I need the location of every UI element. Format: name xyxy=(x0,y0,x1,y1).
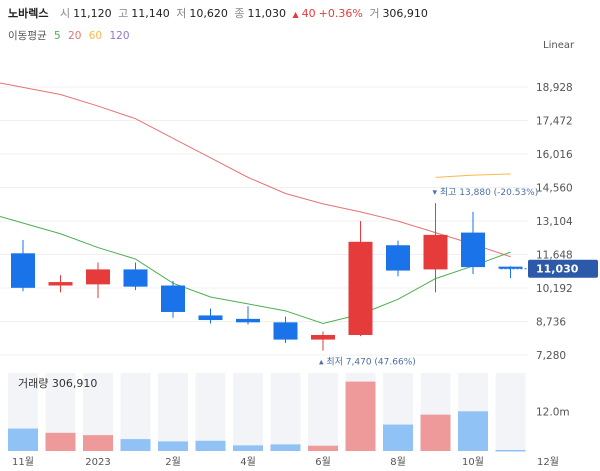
candle-body xyxy=(348,241,373,335)
x-tick-label: 10월 xyxy=(462,456,484,468)
candle-body xyxy=(498,266,523,269)
volume-bar xyxy=(458,411,488,451)
candle-body xyxy=(123,269,148,287)
volume-bar xyxy=(45,432,76,451)
y-tick-label: 10,192 xyxy=(536,283,573,295)
y-tick-label: 13,104 xyxy=(536,216,573,228)
close-label: 종 xyxy=(234,7,245,20)
scale-toggle[interactable]: Linear xyxy=(543,40,575,51)
y-tick-label: 14,560 xyxy=(536,183,573,195)
volume-bar xyxy=(270,444,301,451)
volume-band xyxy=(195,373,226,451)
volume-bar xyxy=(383,424,413,451)
low-label: 저 xyxy=(176,7,187,20)
high-value: 11,140 xyxy=(131,7,170,20)
change-percent: +0.36% xyxy=(318,7,363,20)
moving-average-label: 이동평균 xyxy=(8,30,47,42)
volume-bar xyxy=(120,439,151,451)
x-tick-label: 4월 xyxy=(240,456,256,468)
volume-bar xyxy=(308,445,338,451)
volume-band xyxy=(158,373,188,451)
y-tick-label: 7,280 xyxy=(536,350,566,362)
open-value: 11,120 xyxy=(73,7,112,20)
volume-band xyxy=(120,373,151,451)
x-tick-label: 11월 xyxy=(12,456,34,468)
candle-body xyxy=(386,245,410,271)
high-label: 고 xyxy=(118,7,129,20)
volume-y-tick: 12.0m xyxy=(536,406,570,418)
close-value: 11,030 xyxy=(247,7,286,20)
y-tick-label: 16,016 xyxy=(536,149,573,161)
up-triangle-icon: ▲ xyxy=(292,10,299,19)
x-tick-label: 6월 xyxy=(315,456,331,468)
ma-120[interactable]: 120 xyxy=(109,30,130,42)
y-tick-label: 8,736 xyxy=(536,317,566,329)
candle-body xyxy=(48,282,73,286)
candle-body xyxy=(461,232,485,268)
volume-bar xyxy=(233,445,263,451)
ma60-line xyxy=(435,173,511,178)
volume-band xyxy=(270,373,301,451)
candle-body xyxy=(236,318,260,323)
volume-bar xyxy=(495,449,526,452)
candle-body xyxy=(198,315,223,321)
y-tick-label: 18,928 xyxy=(536,82,573,94)
volume-value: 306,910 xyxy=(382,7,428,20)
volume-bar xyxy=(345,381,376,451)
high-marker-label: ▾ 최고 13,880 (-20.53%) xyxy=(433,187,539,198)
ma20-line xyxy=(0,82,511,258)
current-price-badge xyxy=(528,259,598,278)
x-tick-label: 8월 xyxy=(390,456,406,468)
ma-5[interactable]: 5 xyxy=(53,30,61,42)
volume-bar xyxy=(158,441,188,451)
candle-body xyxy=(311,334,335,340)
volume-bar xyxy=(83,435,113,451)
x-tick-label: 2월 xyxy=(165,456,181,468)
ma-60[interactable]: 60 xyxy=(88,30,103,42)
y-tick-label: 11,648 xyxy=(536,250,573,262)
open-label: 시 xyxy=(59,7,71,20)
candle-body xyxy=(273,322,298,340)
volume-bar xyxy=(8,428,38,451)
volume-label: 거 xyxy=(369,7,380,20)
x-tick-label: 2023 xyxy=(85,457,110,468)
ma5-line xyxy=(0,216,511,324)
price-summary: 노바렉스 시 11,120 고 11,140 저 10,620 종 11,030 ▲ 40… xyxy=(8,5,431,21)
volume-band xyxy=(495,373,526,451)
stock-name: 노바렉스 xyxy=(8,7,49,20)
volume-title: 거래량 306,910 xyxy=(18,377,97,390)
y-tick-label: 17,472 xyxy=(536,116,573,128)
candle-body xyxy=(161,285,185,312)
candle-body xyxy=(11,253,35,288)
volume-band xyxy=(233,373,263,451)
low-value: 10,620 xyxy=(189,7,228,20)
current-price-label: 11,030 xyxy=(536,263,579,276)
volume-bar xyxy=(420,414,451,451)
low-marker-label: ▴ 최저 7,470 (47.66%) xyxy=(319,357,416,368)
ma-20[interactable]: 20 xyxy=(68,30,82,42)
volume-bar xyxy=(195,440,226,451)
volume-band xyxy=(308,373,338,451)
candle-body xyxy=(86,269,110,285)
change-value: 40 xyxy=(301,7,316,20)
candle-body xyxy=(423,234,448,270)
x-tick-label: 12월 xyxy=(537,456,559,468)
moving-average-legend[interactable]: 이동평균 5 20 60 120 xyxy=(8,28,134,43)
